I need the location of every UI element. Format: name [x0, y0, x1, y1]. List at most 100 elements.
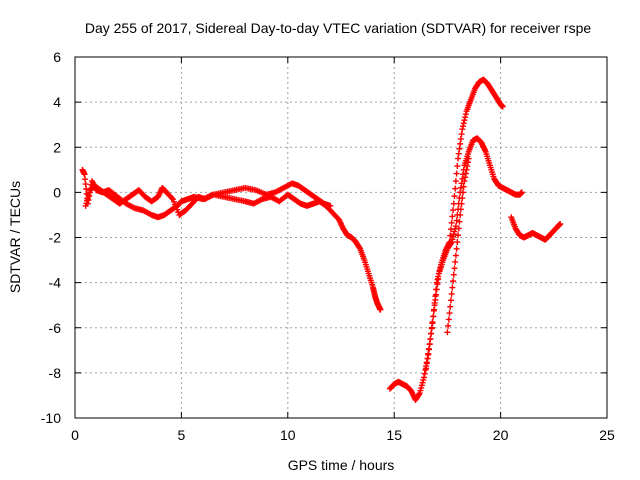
- series-track-b: [82, 180, 334, 218]
- data-point: [446, 310, 453, 317]
- data-point: [450, 278, 457, 285]
- data-point: [430, 307, 437, 314]
- data-point: [433, 291, 440, 298]
- data-point: [460, 120, 467, 127]
- data-point: [462, 111, 469, 118]
- x-tick-label: 0: [71, 427, 79, 443]
- data-point: [451, 265, 458, 272]
- data-point: [462, 174, 469, 181]
- data-point: [455, 150, 462, 157]
- x-axis-title: GPS time / hours: [288, 457, 395, 473]
- data-point: [456, 218, 463, 225]
- data-point: [454, 239, 461, 246]
- data-point: [453, 245, 460, 252]
- data-point: [452, 178, 459, 185]
- y-tick-label: -8: [49, 365, 62, 381]
- series-track-d: [423, 135, 525, 372]
- data-point: [462, 170, 469, 177]
- data-point: [447, 297, 454, 304]
- data-point: [450, 207, 457, 214]
- series-track-e: [444, 155, 472, 336]
- x-tick-label: 10: [280, 427, 296, 443]
- data-point: [455, 155, 462, 162]
- data-point: [423, 365, 430, 372]
- data-point: [452, 252, 459, 259]
- x-tick-label: 5: [178, 427, 186, 443]
- y-tick-label: 4: [53, 94, 61, 110]
- data-point: [451, 193, 458, 200]
- data-point: [435, 275, 442, 282]
- data-point: [454, 163, 461, 170]
- data-point: [434, 281, 441, 288]
- data-point: [518, 189, 525, 196]
- data-point: [452, 185, 459, 192]
- data-point: [460, 171, 467, 178]
- x-tick-label: 15: [386, 427, 402, 443]
- data-point: [455, 225, 462, 232]
- data-point: [429, 319, 436, 326]
- data-point: [444, 329, 451, 336]
- y-tick-label: 0: [53, 184, 61, 200]
- data-point: [448, 290, 455, 297]
- data-point: [431, 302, 438, 309]
- data-point: [453, 217, 460, 224]
- data-point: [428, 330, 435, 337]
- data-point: [447, 240, 454, 247]
- data-point: [425, 345, 432, 352]
- x-tick-label: 25: [599, 427, 615, 443]
- data-point: [460, 123, 467, 130]
- data-point: [450, 271, 457, 278]
- data-point: [430, 313, 437, 320]
- data-point: [455, 232, 462, 239]
- data-point: [463, 166, 470, 173]
- data-point: [327, 202, 334, 209]
- data-point: [445, 322, 452, 329]
- data-point: [460, 189, 467, 196]
- data-point: [499, 103, 506, 110]
- data-point: [447, 232, 454, 239]
- chart-title: Day 255 of 2017, Sidereal Day-to-day VTE…: [85, 20, 591, 36]
- data-point: [425, 350, 432, 357]
- data-point: [458, 131, 465, 138]
- data-point: [557, 220, 564, 227]
- data-point: [461, 117, 468, 124]
- data-point: [464, 159, 471, 166]
- series-track-f: [508, 214, 564, 243]
- data-point: [448, 219, 455, 226]
- data-point: [461, 178, 468, 185]
- data-point: [416, 391, 423, 398]
- y-tick-label: -4: [49, 275, 62, 291]
- data-point: [449, 213, 456, 220]
- data-point: [445, 316, 452, 323]
- data-point: [460, 183, 467, 190]
- data-point: [424, 355, 431, 362]
- y-tick-label: 6: [53, 49, 61, 65]
- data-point: [433, 286, 440, 293]
- data-point: [464, 163, 471, 170]
- y-tick-label: 2: [53, 139, 61, 155]
- data-point: [447, 303, 454, 310]
- data-point: [423, 360, 430, 367]
- data-point: [457, 140, 464, 147]
- data-point: [453, 170, 460, 177]
- data-point: [449, 284, 456, 291]
- data-point: [168, 195, 175, 202]
- y-tick-label: -2: [49, 230, 62, 246]
- data-point: [420, 374, 427, 381]
- series-track-c: [386, 76, 506, 403]
- data-point: [456, 145, 463, 152]
- data-point: [377, 306, 384, 313]
- data-point: [427, 336, 434, 343]
- grid-layer: [75, 57, 607, 418]
- data-point: [457, 184, 464, 191]
- data-point: [432, 296, 439, 303]
- data-point: [457, 211, 464, 218]
- data-point: [459, 195, 466, 202]
- y-tick-label: -6: [49, 320, 62, 336]
- data-point: [458, 200, 465, 207]
- data-point: [457, 135, 464, 142]
- data-layer: [79, 76, 564, 403]
- data-point: [452, 258, 459, 265]
- data-point: [462, 114, 469, 121]
